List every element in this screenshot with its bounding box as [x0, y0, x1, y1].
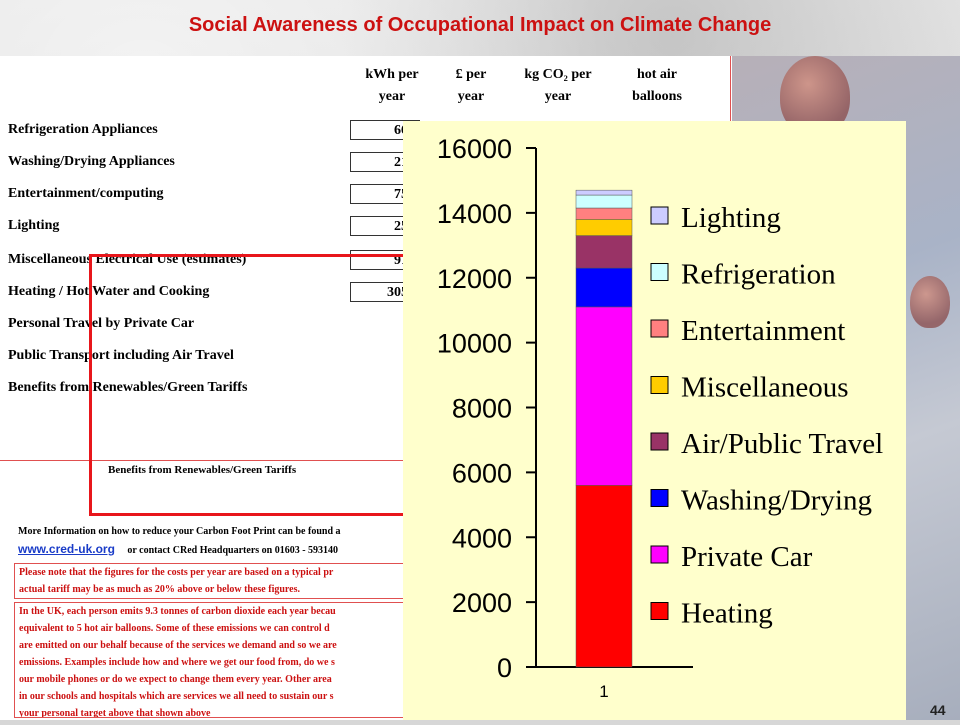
cred-website-link[interactable]: www.cred-uk.org — [18, 542, 115, 556]
emissions-note-box: In the UK, each person emits 9.3 tonnes … — [14, 602, 414, 718]
legend-label-washing-drying: Washing/Drying — [681, 485, 872, 517]
col-header-cost: £ per year — [436, 64, 506, 108]
bar-segment-air-public-travel — [575, 235, 633, 269]
col-header-line: balloons — [632, 89, 682, 104]
legend-label-private-car: Private Car — [681, 541, 813, 573]
bar-segment-refrigeration — [575, 194, 633, 209]
y-tick-label: 8000 — [452, 394, 512, 424]
col-header-line: year — [457, 89, 485, 104]
y-tick-label: 10000 — [437, 329, 512, 359]
row-label-refrigeration: Refrigeration Appliances — [8, 122, 158, 137]
legend-label-entertainment: Entertainment — [681, 315, 845, 347]
col-header-line: year — [378, 89, 406, 104]
legend-swatch-miscellaneous — [650, 376, 669, 394]
legend-label-refrigeration: Refrigeration — [681, 259, 836, 291]
note-line: emissions. Examples include how and wher… — [19, 657, 335, 668]
col-header-line: £ per — [455, 67, 487, 82]
chart-svg: 0 2000 4000 6000 8000 10000 12000 14000 16000 1 Li… — [437, 134, 883, 701]
row-label-renewables: Benefits from Renewables/Green Tariffs — [8, 380, 248, 395]
legend-swatch-entertainment — [650, 319, 669, 338]
legend-swatch-private-car — [650, 545, 669, 564]
legend-swatch-lighting — [650, 206, 669, 225]
y-tick-label: 12000 — [437, 264, 512, 294]
bar-segment-entertainment — [575, 207, 633, 220]
legend-label-miscellaneous: Miscellaneous — [681, 372, 849, 404]
slide-title: Social Awareness of Occupational Impact … — [188, 14, 772, 36]
row-label-lighting: Lighting — [8, 218, 60, 233]
y-tick-label: 14000 — [437, 199, 512, 229]
legend-label-lighting: Lighting — [681, 202, 781, 234]
contact-text: or contact CRed Headquarters on 01603 - … — [127, 545, 339, 556]
info-contact-line: www.cred-uk.org or contact CRed Headquar… — [18, 542, 338, 556]
note-line: your personal target above that shown ab… — [19, 708, 211, 718]
legend-swatch-refrigeration — [650, 263, 669, 281]
stacked-bar-chart: 0 2000 4000 6000 8000 10000 12000 14000 16000 1 Li… — [403, 121, 906, 720]
note-line: actual tariff may be as much as 20% abov… — [19, 584, 300, 595]
bar-segment-washing-drying — [575, 267, 633, 308]
y-tick-label: 0 — [497, 653, 512, 683]
y-tick-label: 6000 — [452, 458, 512, 488]
col-header-line: kg CO₂ per — [524, 67, 592, 82]
x-tick-label: 1 — [599, 682, 608, 701]
bar-segment-miscellaneous — [575, 219, 633, 236]
legend-swatch-heating — [650, 602, 669, 620]
legend-swatch-washing-drying — [650, 489, 669, 507]
bar-segment-lighting — [575, 189, 633, 196]
col-header-line: hot air — [636, 67, 678, 82]
note-line: equivalent to 5 hot air balloons. Some o… — [19, 623, 330, 634]
col-header-line: year — [544, 89, 572, 104]
row-label-heating: Heating / Hot Water and Cooking — [8, 284, 210, 299]
col-header-line: kWh per — [365, 67, 419, 82]
legend-label-air-public-travel: Air/Public Travel — [681, 428, 883, 460]
renewables-footer-label: Benefits from Renewables/Green Tariffs — [108, 464, 297, 476]
row-label-washing: Washing/Drying Appliances — [8, 154, 175, 169]
row-label-public-transport: Public Transport including Air Travel — [8, 348, 234, 363]
row-label-entertainment: Entertainment/computing — [8, 186, 164, 201]
y-tick-label: 4000 — [452, 523, 512, 553]
row-label-car: Personal Travel by Private Car — [8, 316, 195, 331]
col-header-co2: kg CO₂ per year — [508, 64, 608, 108]
note-line: In the UK, each person emits 9.3 tonnes … — [19, 606, 336, 617]
row-label-misc: Miscellaneous Electrical Use (estimates) — [8, 252, 247, 267]
hot-air-balloon-icon — [910, 276, 950, 328]
legend-label-heating: Heating — [681, 598, 773, 630]
info-line: More Information on how to reduce your C… — [18, 526, 341, 537]
note-line: in our schools and hospitals which are s… — [19, 691, 334, 702]
col-header-balloons: hot air balloons — [612, 64, 702, 108]
y-tick-label: 16000 — [437, 134, 512, 164]
legend-swatch-air-public-travel — [650, 432, 669, 451]
bar-segment-heating — [575, 485, 633, 668]
bar-segment-private-car — [575, 306, 633, 486]
page-number: 44 — [930, 702, 946, 718]
col-header-kwh: kWh per year — [352, 64, 432, 108]
note-line: are emitted on our behalf because of the… — [19, 640, 337, 651]
tariff-note-box: Please note that the figures for the cos… — [14, 563, 414, 599]
y-tick-label: 2000 — [452, 588, 512, 618]
note-line: Please note that the figures for the cos… — [19, 567, 334, 578]
note-line: our mobile phones or do we expect to cha… — [19, 674, 332, 685]
